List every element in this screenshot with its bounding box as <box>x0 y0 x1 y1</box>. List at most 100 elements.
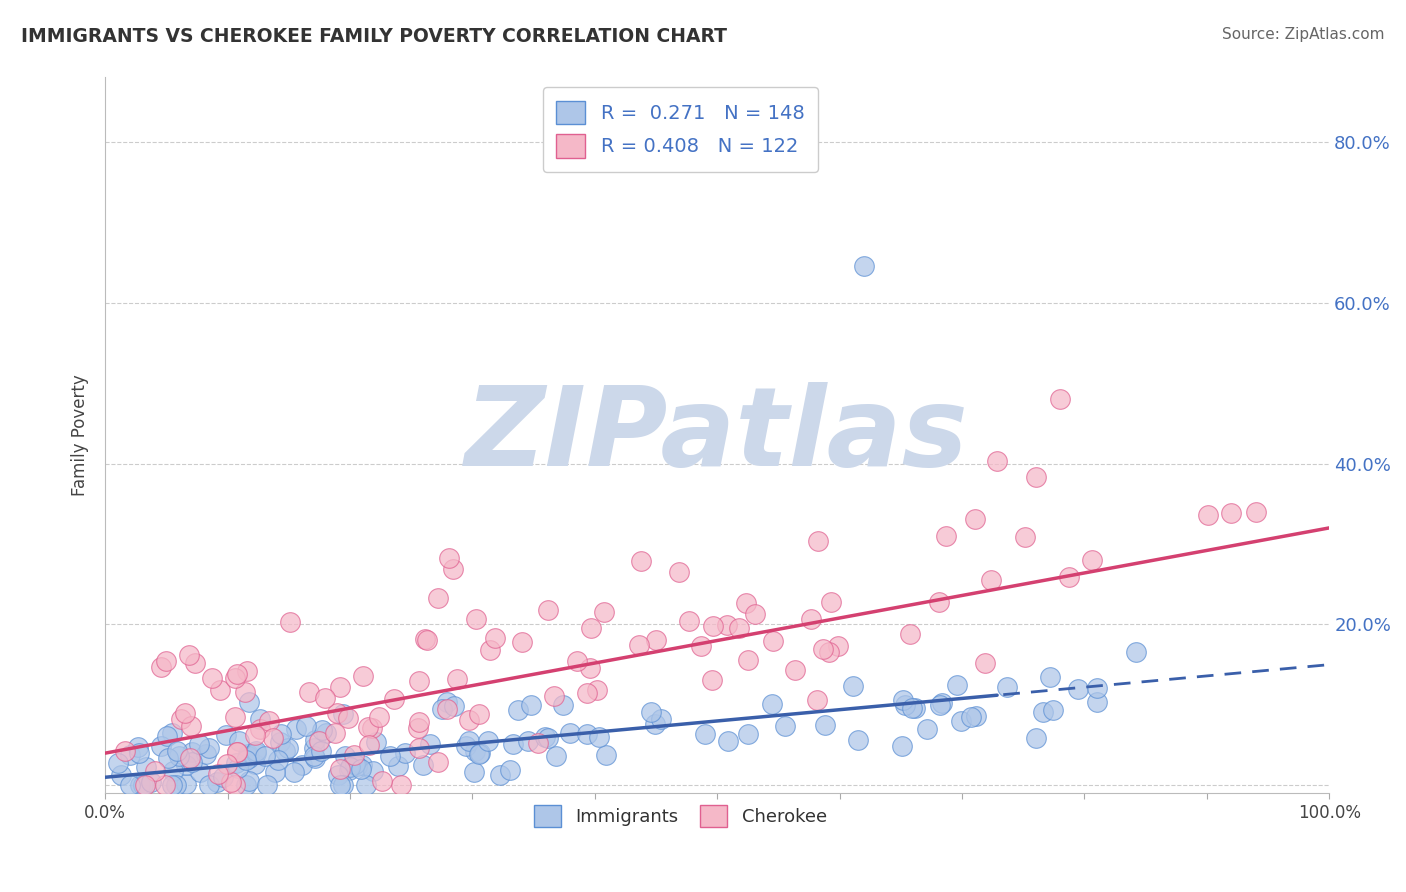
Point <box>224 710 246 724</box>
Point <box>502 737 524 751</box>
Point <box>394 746 416 760</box>
Point <box>644 716 666 731</box>
Point <box>846 733 869 747</box>
Point <box>949 714 972 728</box>
Point <box>127 739 149 754</box>
Point <box>129 778 152 792</box>
Point <box>350 758 373 772</box>
Point <box>181 756 204 770</box>
Point <box>963 512 986 526</box>
Point <box>762 634 785 648</box>
Point <box>454 739 477 754</box>
Point <box>690 639 713 653</box>
Point <box>262 731 284 746</box>
Point <box>107 756 129 771</box>
Point <box>114 744 136 758</box>
Point <box>162 764 184 778</box>
Point <box>588 731 610 745</box>
Point <box>820 595 842 609</box>
Point <box>737 653 759 667</box>
Point <box>800 612 823 626</box>
Point <box>283 764 305 779</box>
Point <box>238 749 260 764</box>
Point <box>995 680 1018 694</box>
Point <box>245 756 267 771</box>
Point <box>640 705 662 719</box>
Point <box>761 698 783 712</box>
Text: IMMIGRANTS VS CHEROKEE FAMILY POVERTY CORRELATION CHART: IMMIGRANTS VS CHEROKEE FAMILY POVERTY CO… <box>21 27 727 45</box>
Point <box>650 712 672 726</box>
Point <box>188 764 211 779</box>
Point <box>387 759 409 773</box>
Point <box>295 719 318 733</box>
Point <box>256 778 278 792</box>
Point <box>143 764 166 778</box>
Point <box>205 775 228 789</box>
Point <box>304 751 326 765</box>
Point <box>894 698 917 713</box>
Point <box>1197 508 1219 522</box>
Point <box>245 746 267 760</box>
Point <box>1067 681 1090 696</box>
Point <box>187 737 209 751</box>
Point <box>201 671 224 685</box>
Point <box>436 702 458 716</box>
Point <box>630 554 652 568</box>
Point <box>1025 470 1047 484</box>
Point <box>378 749 401 764</box>
Point <box>371 774 394 789</box>
Point <box>465 612 488 626</box>
Point <box>477 734 499 748</box>
Point <box>678 614 700 628</box>
Point <box>235 664 257 678</box>
Point <box>350 762 373 776</box>
Point <box>693 727 716 741</box>
Point <box>366 735 388 749</box>
Point <box>980 573 1002 587</box>
Point <box>915 723 938 737</box>
Point <box>928 698 950 712</box>
Point <box>219 775 242 789</box>
Point <box>536 731 558 745</box>
Point <box>1039 670 1062 684</box>
Point <box>352 669 374 683</box>
Point <box>478 643 501 657</box>
Point <box>118 778 141 792</box>
Point <box>238 695 260 709</box>
Point <box>120 748 142 763</box>
Point <box>593 605 616 619</box>
Point <box>308 734 330 748</box>
Point <box>464 744 486 758</box>
Point <box>1049 392 1071 407</box>
Point <box>1085 695 1108 709</box>
Point <box>508 703 530 717</box>
Text: Source: ZipAtlas.com: Source: ZipAtlas.com <box>1222 27 1385 42</box>
Point <box>716 617 738 632</box>
Point <box>149 660 172 674</box>
Point <box>737 727 759 741</box>
Point <box>135 760 157 774</box>
Point <box>337 763 360 777</box>
Point <box>575 726 598 740</box>
Point <box>560 726 582 740</box>
Legend: Immigrants, Cherokee: Immigrants, Cherokee <box>527 798 834 834</box>
Point <box>184 656 207 670</box>
Point <box>259 714 281 729</box>
Point <box>700 673 723 687</box>
Point <box>215 728 238 742</box>
Point <box>807 533 830 548</box>
Point <box>499 764 522 778</box>
Point <box>578 661 600 675</box>
Point <box>359 738 381 752</box>
Point <box>734 596 756 610</box>
Point <box>309 744 332 758</box>
Point <box>207 767 229 781</box>
Point <box>702 619 724 633</box>
Point <box>426 591 449 605</box>
Point <box>249 712 271 726</box>
Point <box>311 723 333 738</box>
Point <box>627 638 650 652</box>
Point <box>249 722 271 736</box>
Point <box>225 745 247 759</box>
Point <box>484 631 506 645</box>
